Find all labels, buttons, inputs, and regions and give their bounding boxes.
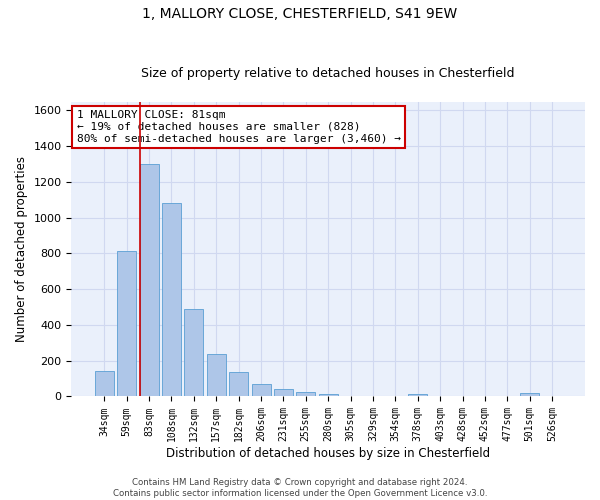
Bar: [207, 354, 226, 397]
Bar: [140, 164, 158, 396]
Bar: [95, 372, 114, 396]
Bar: [319, 394, 338, 396]
Bar: [408, 394, 427, 396]
Bar: [251, 384, 271, 396]
Bar: [117, 251, 136, 396]
Bar: [184, 309, 203, 396]
X-axis label: Distribution of detached houses by size in Chesterfield: Distribution of detached houses by size …: [166, 447, 490, 460]
Bar: [520, 393, 539, 396]
Title: Size of property relative to detached houses in Chesterfield: Size of property relative to detached ho…: [142, 66, 515, 80]
Text: 1, MALLORY CLOSE, CHESTERFIELD, S41 9EW: 1, MALLORY CLOSE, CHESTERFIELD, S41 9EW: [142, 8, 458, 22]
Bar: [162, 202, 181, 396]
Text: Contains HM Land Registry data © Crown copyright and database right 2024.
Contai: Contains HM Land Registry data © Crown c…: [113, 478, 487, 498]
Bar: [229, 372, 248, 396]
Text: 1 MALLORY CLOSE: 81sqm
← 19% of detached houses are smaller (828)
80% of semi-de: 1 MALLORY CLOSE: 81sqm ← 19% of detached…: [77, 110, 401, 144]
Y-axis label: Number of detached properties: Number of detached properties: [15, 156, 28, 342]
Bar: [274, 389, 293, 396]
Bar: [296, 392, 316, 396]
